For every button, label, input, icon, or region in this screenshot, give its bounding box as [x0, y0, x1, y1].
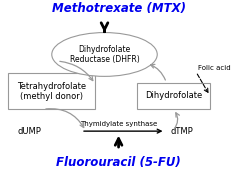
- Text: Folic acid: Folic acid: [198, 65, 231, 71]
- Text: Fluorouracil (5-FU): Fluorouracil (5-FU): [56, 156, 181, 169]
- Text: dUMP: dUMP: [18, 127, 42, 136]
- FancyBboxPatch shape: [8, 73, 95, 109]
- Text: dTMP: dTMP: [170, 127, 193, 136]
- FancyBboxPatch shape: [137, 83, 210, 109]
- Text: Dihydrofolate
Reductase (DHFR): Dihydrofolate Reductase (DHFR): [70, 45, 139, 64]
- Text: Methotrexate (MTX): Methotrexate (MTX): [52, 2, 186, 15]
- Text: Dihydrofolate: Dihydrofolate: [145, 92, 202, 100]
- Ellipse shape: [52, 33, 157, 76]
- Text: Tetrahydrofolate
(methyl donor): Tetrahydrofolate (methyl donor): [17, 82, 86, 101]
- Text: Thymidylate synthase: Thymidylate synthase: [80, 121, 157, 127]
